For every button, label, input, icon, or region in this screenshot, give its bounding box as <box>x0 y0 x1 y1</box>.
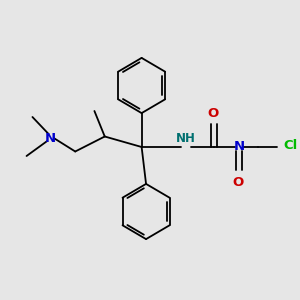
Text: O: O <box>208 107 219 120</box>
Text: NH: NH <box>176 132 196 145</box>
Text: N: N <box>233 140 244 154</box>
Text: N: N <box>45 131 56 145</box>
Text: O: O <box>233 176 244 189</box>
Text: Cl: Cl <box>283 139 298 152</box>
